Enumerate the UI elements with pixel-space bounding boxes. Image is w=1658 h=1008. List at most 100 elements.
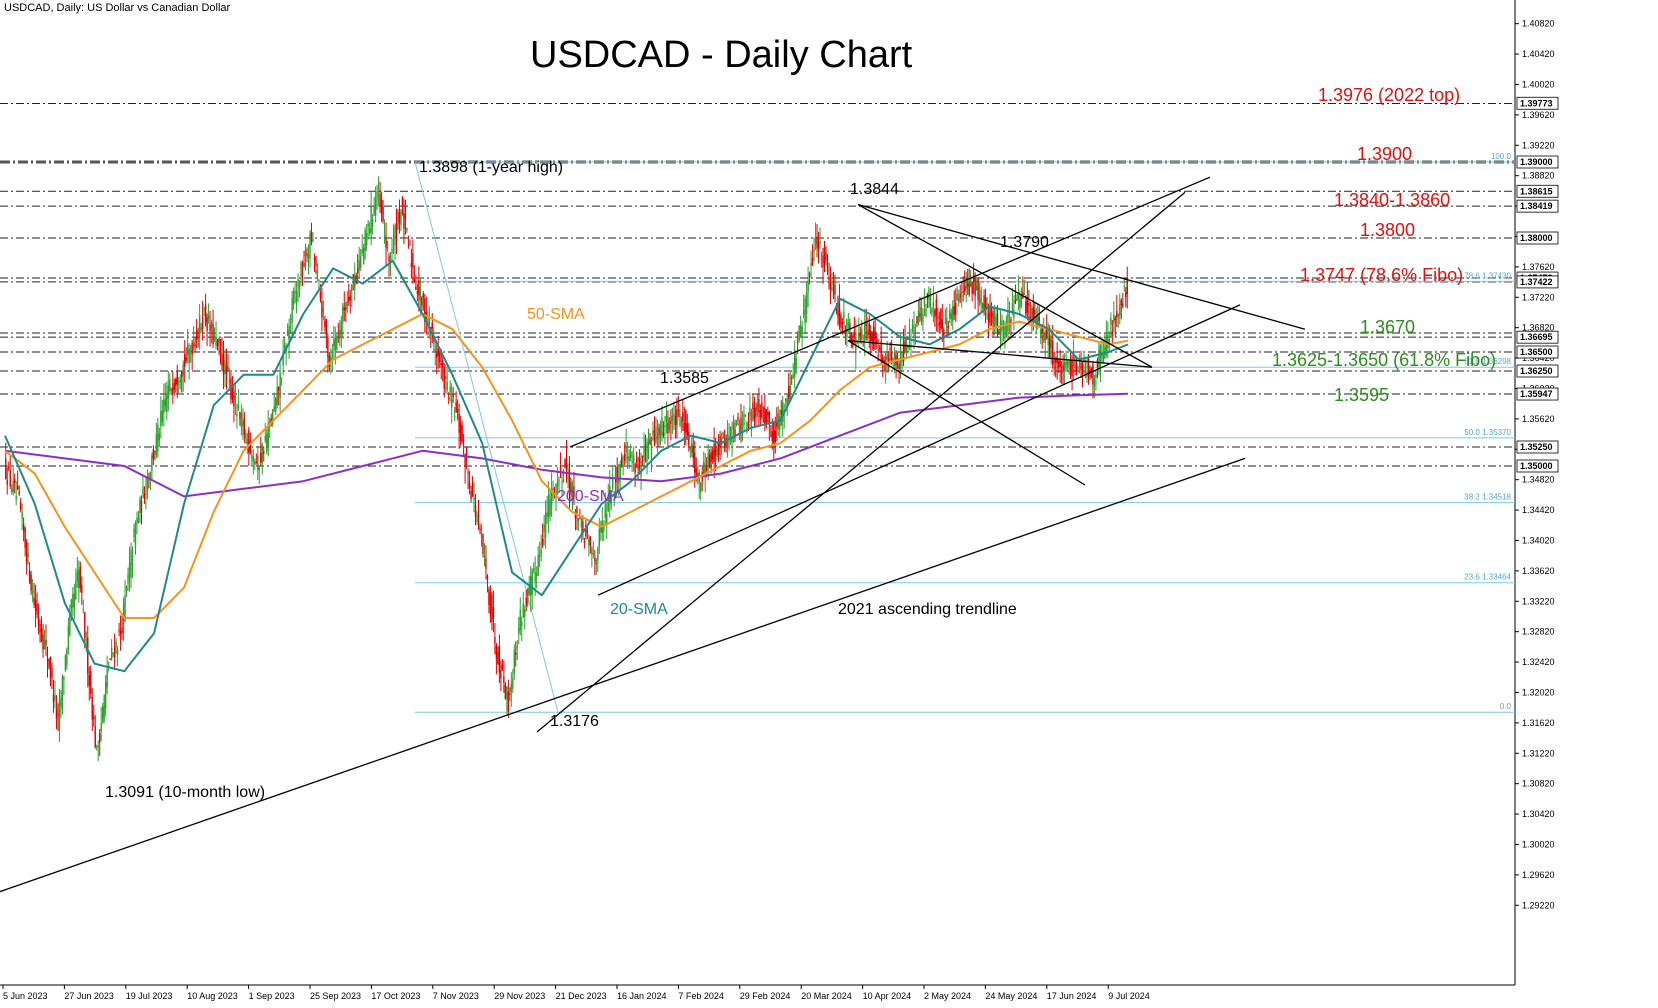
candle-body (444, 375, 447, 380)
candle-body (1023, 293, 1026, 295)
candle-body (388, 255, 390, 262)
candle-body (822, 255, 824, 268)
candle-body (682, 412, 684, 422)
candle-body (501, 664, 504, 670)
candle-body (568, 469, 571, 495)
candle-body (103, 694, 105, 720)
candle-body (734, 429, 736, 437)
candle-body (470, 490, 472, 499)
y-tick-label-28: 1.29620 (1522, 870, 1555, 880)
candle-body (337, 325, 340, 327)
candle-body (509, 693, 511, 695)
candle-body (779, 415, 781, 430)
candle-body (291, 298, 293, 324)
candle-body (941, 319, 944, 330)
candle-body (88, 674, 90, 686)
candle-body (462, 439, 465, 442)
candle-body (946, 317, 948, 336)
candle-body (121, 628, 123, 634)
candle-body (450, 399, 453, 408)
annotation-1: 1.3900 (1357, 144, 1412, 164)
candle-body (143, 493, 146, 500)
candle-body (78, 569, 80, 588)
candle-body (753, 407, 756, 420)
candle-body (288, 325, 290, 345)
candle-body (673, 414, 675, 417)
candle-body (607, 495, 609, 511)
candle-body (846, 319, 848, 338)
candle-body (583, 541, 586, 543)
candle-body (322, 307, 325, 313)
candle-body (963, 286, 966, 292)
price-mark-label-12: 1.35000 (1520, 461, 1553, 471)
candle-body (556, 480, 559, 487)
candle-body (203, 308, 205, 310)
candle-body (15, 496, 17, 500)
candle-body (956, 293, 958, 300)
candle-body (765, 409, 768, 425)
candle-body (594, 558, 596, 561)
candle-body (97, 746, 99, 748)
candle-body (559, 466, 562, 471)
candle-body (186, 344, 189, 355)
candle-body (629, 452, 632, 458)
candle-body (179, 379, 181, 383)
candle-body (261, 444, 263, 463)
candle-body (82, 609, 84, 611)
candle-body (670, 420, 672, 424)
y-tick-label-29: 1.29220 (1522, 900, 1555, 910)
candle-body (604, 504, 606, 518)
candle-body (916, 316, 918, 324)
candle-body (506, 686, 508, 700)
candle-body (149, 472, 152, 478)
candle-body (115, 641, 117, 647)
candle-body (243, 418, 246, 436)
x-tick-label-17: 17 Jun 2024 (1047, 991, 1097, 1001)
y-tick-label-2: 1.40020 (1522, 79, 1555, 89)
candle-body (1007, 312, 1009, 332)
candle-body (194, 344, 196, 346)
candle-body (415, 286, 417, 290)
candle-body (615, 477, 617, 483)
candle-body (9, 470, 11, 487)
candle-body (409, 243, 411, 245)
candle-body (1117, 314, 1120, 316)
candle-body (5, 458, 7, 479)
candle-body (158, 433, 161, 441)
candle-body (588, 539, 590, 547)
candle-body (151, 455, 153, 471)
candle-body (795, 357, 797, 370)
fibo-label-4: 38.2 1.34518 (1464, 493, 1511, 502)
candle-body (456, 409, 459, 413)
candle-body (343, 307, 345, 311)
candle-body (799, 325, 802, 338)
candle-body (674, 416, 677, 426)
candle-body (312, 238, 314, 242)
candle-body (333, 339, 335, 347)
candle-body (650, 437, 653, 456)
candle-body (119, 631, 122, 635)
candle-body (442, 360, 444, 368)
candle-body (855, 332, 857, 354)
candle-body (52, 694, 55, 702)
candle-body (695, 468, 697, 476)
candle-body (328, 356, 331, 367)
candle-body (310, 231, 313, 242)
candle-body (1038, 317, 1040, 321)
candle-body (558, 479, 560, 481)
candle-body (643, 445, 645, 462)
candle-body (637, 463, 639, 470)
candle-body (847, 323, 850, 326)
candle-body (12, 480, 14, 492)
annotation-5: 1.3670 (1360, 317, 1415, 337)
candle-body (686, 423, 689, 436)
candle-body (913, 325, 915, 338)
candle-body (835, 307, 838, 310)
candle-body (735, 423, 738, 425)
candle-body (178, 383, 180, 385)
candle-body (16, 486, 19, 490)
candle-body (1089, 371, 1091, 378)
x-tick-label-15: 2 May 2024 (924, 991, 971, 1001)
candle-body (227, 366, 229, 370)
